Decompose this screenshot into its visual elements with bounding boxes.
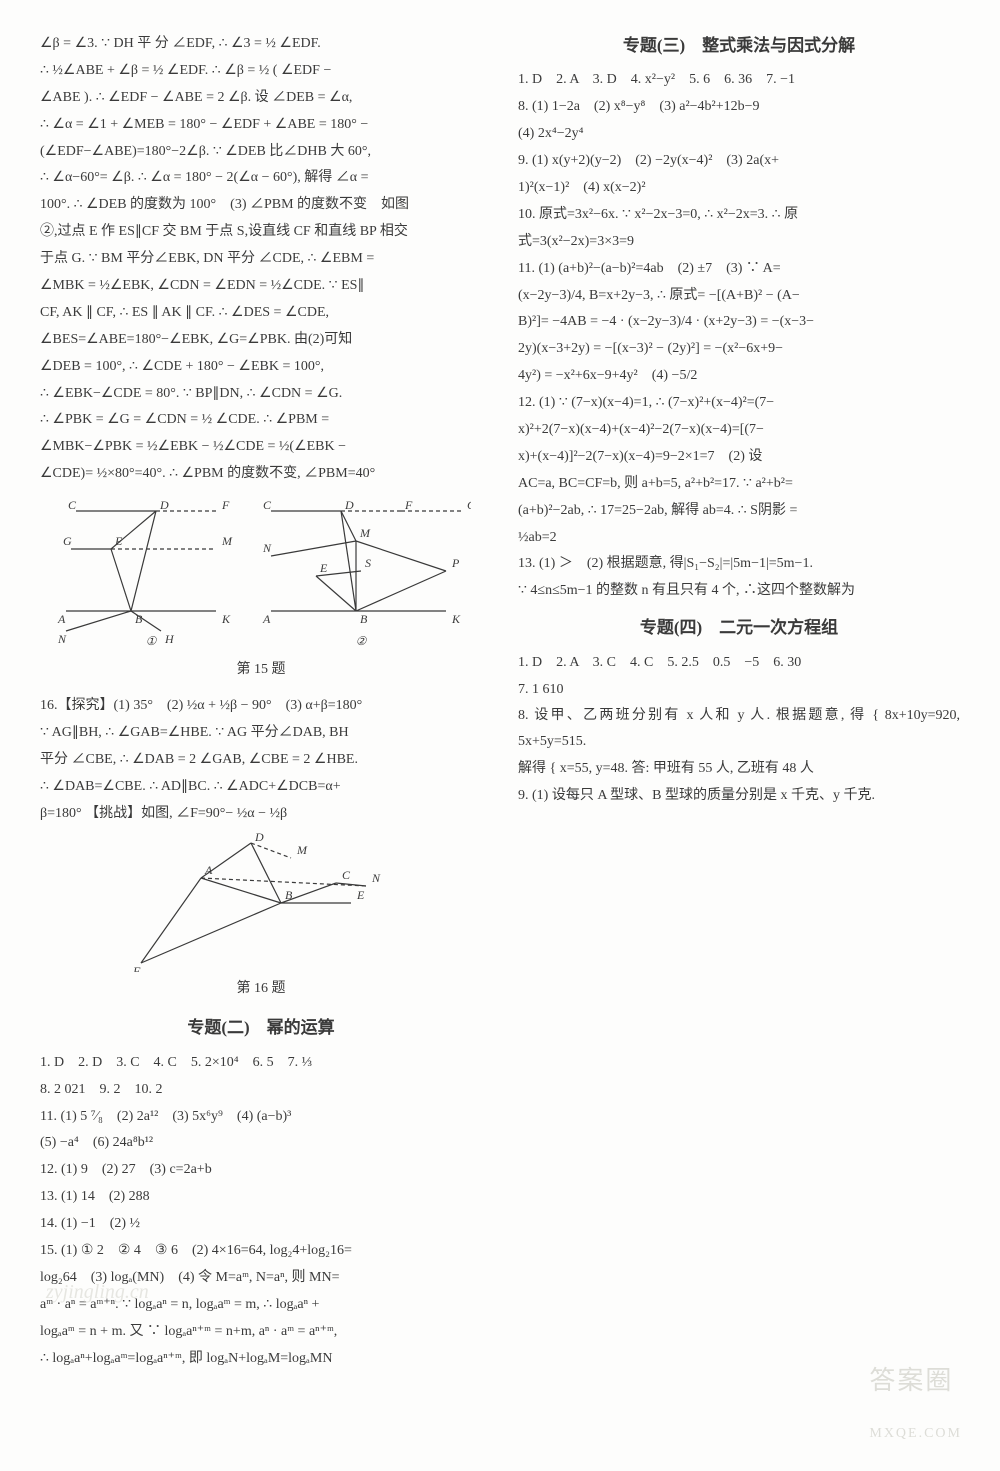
topic2-line: 12. (1) 9 (2) 27 (3) c=2a+b — [40, 1157, 482, 1183]
topic2-line: 13. (1) 14 (2) 288 — [40, 1184, 482, 1210]
topic2-line: aᵐ · aⁿ = aᵐ⁺ⁿ. ∵ logₐaⁿ = n, logₐaᵐ = m… — [40, 1292, 482, 1318]
topic-4-title: 专题(四) 二元一次方程组 — [518, 612, 960, 643]
topic3-line: 11. (1) (a+b)²−(a−b)²=4ab (2) ±7 (3) ∵ A… — [518, 256, 960, 282]
topic3-line: 1. D 2. A 3. D 4. x²−y² 5. 6 6. 36 7. −1 — [518, 67, 960, 93]
svg-text:N: N — [57, 632, 67, 646]
svg-text:E: E — [114, 534, 123, 548]
svg-text:N: N — [371, 871, 381, 885]
proof-line: ∠MBK−∠PBK = ½∠EBK − ½∠CDE = ½(∠EBK − — [40, 434, 482, 460]
topic3-line: AC=a, BC=CF=b, 则 a+b=5, a²+b²=17. ∵ a²+b… — [518, 471, 960, 497]
topic2-line: ∴ logₐaⁿ+logₐaᵐ=logₐaⁿ⁺ᵐ, 即 logₐN+logₐM=… — [40, 1346, 482, 1372]
svg-text:K: K — [451, 612, 461, 626]
svg-text:K: K — [221, 612, 231, 626]
figure-15-caption: 第 15 题 — [40, 657, 482, 683]
topic2-line: 11. (1) 5 ⁷⁄₈ (2) 2a¹² (3) 5x⁶y⁹ (4) (a−… — [40, 1104, 482, 1130]
svg-text:F: F — [404, 498, 413, 512]
svg-text:H: H — [164, 632, 175, 646]
topic3-line: 8. (1) 1−2a (2) x⁸−y⁸ (3) a²−4b²+12b−9 — [518, 94, 960, 120]
proof-line: ∴ ∠EBK−∠CDE = 80°. ∵ BP∥DN, ∴ ∠CDN = ∠G. — [40, 381, 482, 407]
svg-text:E: E — [356, 888, 365, 902]
topic4-line: 8. 设甲、乙两班分别有 x 人和 y 人. 根据题意, 得 { 8x+10y=… — [518, 703, 960, 755]
figure-15: C D F G E M A B K N H C D F G N M S P E A B K ① ② 第 15 题 — [40, 493, 482, 683]
svg-text:B: B — [360, 612, 368, 626]
proof-line: ∴ ½∠ABE + ∠β = ½ ∠EDF. ∴ ∠β = ½ ( ∠EDF − — [40, 58, 482, 84]
proof-line: ∴ ∠PBK = ∠G = ∠CDN = ½ ∠CDE. ∴ ∠PBM = — [40, 407, 482, 433]
topic3-line: 13. (1) ＞ (2) 根据题意, 得|S₁−S₂|=|5m−1|=5m−1… — [518, 551, 960, 577]
topic4-line: 9. (1) 设每只 A 型球、B 型球的质量分别是 x 千克、y 千克. — [518, 783, 960, 809]
topic3-line: ½ab=2 — [518, 525, 960, 551]
topic3-line: B)²]= −4AB = −4 · (x−2y−3)/4 · (x+2y−3) … — [518, 309, 960, 335]
svg-text:N: N — [262, 541, 272, 555]
topic2-line: logₐaᵐ = n + m. 又 ∵ logₐaⁿ⁺ᵐ = n+m, aⁿ ·… — [40, 1319, 482, 1345]
svg-text:B: B — [285, 888, 293, 902]
topic4-line: 解得 { x=55, y=48. 答: 甲班有 55 人, 乙班有 48 人 — [518, 756, 960, 782]
svg-text:M: M — [359, 526, 371, 540]
topic2-line: log₂64 (3) logₐ(MN) (4) 令 M=aᵐ, N=aⁿ, 则 … — [40, 1265, 482, 1291]
topic3-line: x)+(x−4)]²−2(7−x)(x−4)=9−2×1=7 (2) 设 — [518, 444, 960, 470]
proof-line: ∴ ∠α−60°= ∠β. ∴ ∠α = 180° − 2(∠α − 60°),… — [40, 165, 482, 191]
svg-text:D: D — [159, 498, 169, 512]
fig-sub-1: ① — [146, 634, 158, 648]
proof-line: ∴ ∠α = ∠1 + ∠MEB = 180° − ∠EDF + ∠ABE = … — [40, 112, 482, 138]
svg-text:B: B — [135, 612, 143, 626]
svg-text:G: G — [63, 534, 72, 548]
topic4-line: 7. 1 610 — [518, 677, 960, 703]
svg-text:A: A — [57, 612, 66, 626]
proof-line: ②,过点 E 作 ES∥CF 交 BM 于点 S,设直线 CF 和直线 BP 相… — [40, 219, 482, 245]
proof-line: ∠BES=∠ABE=180°−∠EBK, ∠G=∠PBK. 由(2)可知 — [40, 327, 482, 353]
proof-line: ∠β = ∠3. ∵ DH 平 分 ∠EDF, ∴ ∠3 = ½ ∠EDF. — [40, 31, 482, 57]
topic-2-title: 专题(二) 幂的运算 — [40, 1012, 482, 1043]
svg-text:C: C — [68, 498, 77, 512]
topic3-line: 12. (1) ∵ (7−x)(x−4)=1, ∴ (7−x)²+(x−4)²=… — [518, 390, 960, 416]
svg-text:D: D — [344, 498, 354, 512]
svg-text:D: D — [254, 832, 264, 844]
topic3-line: (a+b)²−2ab, ∴ 17=25−2ab, 解得 ab=4. ∴ S阴影 … — [518, 498, 960, 524]
svg-text:G: G — [467, 498, 471, 512]
proof-line: (∠EDF−∠ABE)=180°−2∠β. ∵ ∠DEB 比∠DHB 大 60°… — [40, 139, 482, 165]
svg-text:A: A — [204, 863, 213, 877]
proof-line: 100°. ∴ ∠DEB 的度数为 100° (3) ∠PBM 的度数不变 如图 — [40, 192, 482, 218]
topic3-line: 4y²) = −x²+6x−9+4y² (4) −5/2 — [518, 363, 960, 389]
fig-sub-2: ② — [356, 634, 368, 648]
proof-line: ∠DEB = 100°, ∴ ∠CDE + 180° − ∠EBK = 100°… — [40, 354, 482, 380]
topic3-line: 10. 原式=3x²−6x. ∵ x²−2x−3=0, ∴ x²−2x=3. ∴… — [518, 202, 960, 228]
topic3-line: x)²+2(7−x)(x−4)+(x−4)²−2(7−x)(x−4)=[(7− — [518, 417, 960, 443]
proof-line: ∠CDE)= ½×80°=40°. ∴ ∠PBM 的度数不变, ∠PBM=40° — [40, 461, 482, 487]
topic3-line: 2y)(x−3+2y) = −[(x−3)² − (2y)²] = −(x²−6… — [518, 336, 960, 362]
topic2-line: 8. 2 021 9. 2 10. 2 — [40, 1077, 482, 1103]
proof-line: 于点 G. ∵ BM 平分∠EBK, DN 平分 ∠CDE, ∴ ∠EBM = — [40, 246, 482, 272]
topic4-line: 1. D 2. A 3. C 4. C 5. 2.5 0.5 −5 6. 30 — [518, 650, 960, 676]
q16-line: 16.【探究】(1) 35° (2) ½α + ½β − 90° (3) α+β… — [40, 693, 482, 719]
topic3-line: 1)²(x−1)² (4) x(x−2)² — [518, 175, 960, 201]
svg-text:M: M — [296, 843, 308, 857]
q16-line: ∵ AG∥BH, ∴ ∠GAB=∠HBE. ∵ AG 平分∠DAB, BH — [40, 720, 482, 746]
q16-line: ∴ ∠DAB=∠CBE. ∴ AD∥BC. ∴ ∠ADC+∠DCB=α+ — [40, 774, 482, 800]
topic3-line: 式=3(x²−2x)=3×3=9 — [518, 229, 960, 255]
topic3-line: ∵ 4≤n≤5m−1 的整数 n 有且只有 4 个, ∴这四个整数解为 — [518, 578, 960, 604]
proof-line: ∠ABE ). ∴ ∠EDF − ∠ABE = 2 ∠β. 设 ∠DEB = ∠… — [40, 85, 482, 111]
q16-line: β=180° 【挑战】如图, ∠F=90°− ½α − ½β — [40, 801, 482, 827]
svg-text:C: C — [342, 868, 351, 882]
figure-16: D M A C N B E F 第 16 题 — [40, 832, 482, 1002]
svg-text:F: F — [132, 964, 141, 972]
q16-line: 平分 ∠CBE, ∴ ∠DAB = 2 ∠GAB, ∠CBE = 2 ∠HBE. — [40, 747, 482, 773]
topic3-line: (4) 2x⁴−2y⁴ — [518, 121, 960, 147]
proof-line: CF, AK ∥ CF, ∴ ES ∥ AK ∥ CF. ∴ ∠DES = ∠C… — [40, 300, 482, 326]
topic3-line: 9. (1) x(y+2)(y−2) (2) −2y(x−4)² (3) 2a(… — [518, 148, 960, 174]
topic2-line: 14. (1) −1 (2) ½ — [40, 1211, 482, 1237]
topic2-line: 1. D 2. D 3. C 4. C 5. 2×10⁴ 6. 5 7. ⅓ — [40, 1050, 482, 1076]
svg-text:S: S — [365, 556, 371, 570]
svg-text:P: P — [451, 556, 460, 570]
topic2-line: (5) −a⁴ (6) 24a⁸b¹² — [40, 1130, 482, 1156]
topic-3-title: 专题(三) 整式乘法与因式分解 — [518, 30, 960, 61]
proof-line: ∠MBK = ½∠EBK, ∠CDN = ∠EDN = ½∠CDE. ∵ ES∥ — [40, 273, 482, 299]
svg-text:E: E — [319, 561, 328, 575]
svg-text:F: F — [221, 498, 230, 512]
svg-text:A: A — [262, 612, 271, 626]
svg-text:M: M — [221, 534, 233, 548]
svg-text:C: C — [263, 498, 272, 512]
topic2-line: 15. (1) ① 2 ② 4 ③ 6 (2) 4×16=64, log₂4+l… — [40, 1238, 482, 1264]
figure-16-caption: 第 16 题 — [40, 976, 482, 1002]
topic3-line: (x−2y−3)/4, B=x+2y−3, ∴ 原式= −[(A+B)² − (… — [518, 283, 960, 309]
